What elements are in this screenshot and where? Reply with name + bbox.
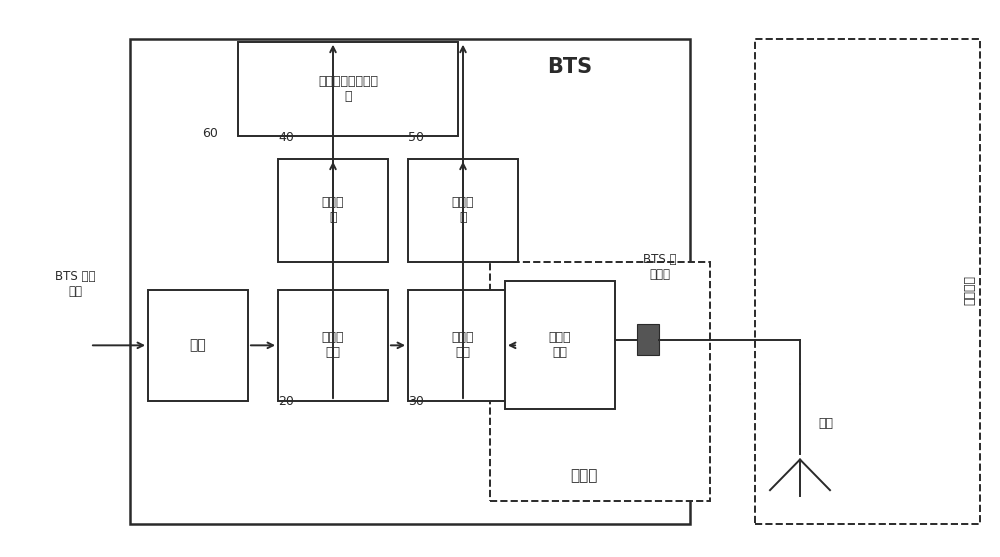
Text: 50: 50: [408, 131, 424, 144]
Bar: [408, 159, 518, 262]
Text: 前向耦
合器: 前向耦 合器: [322, 331, 344, 359]
Text: 20: 20: [278, 395, 294, 408]
Bar: [130, 39, 690, 524]
Bar: [278, 290, 388, 401]
Text: 功放: 功放: [190, 338, 206, 353]
Text: 天馈系统: 天馈系统: [964, 275, 976, 305]
Bar: [755, 39, 980, 524]
Bar: [278, 159, 388, 262]
Bar: [490, 262, 710, 501]
Text: 反向耦
合器: 反向耦 合器: [452, 331, 474, 359]
Text: 双工器: 双工器: [570, 468, 597, 483]
Text: BTS: BTS: [547, 57, 593, 77]
Text: 发射滤
波器: 发射滤 波器: [549, 331, 571, 359]
Text: 40: 40: [278, 131, 294, 144]
Text: 30: 30: [408, 395, 424, 408]
Bar: [408, 290, 518, 401]
Text: 检波信号处理与运
算: 检波信号处理与运 算: [318, 75, 378, 103]
Bar: [637, 324, 659, 355]
Bar: [505, 281, 615, 409]
Text: 前向检
波: 前向检 波: [322, 196, 344, 224]
Text: 天线: 天线: [818, 417, 833, 430]
Bar: [148, 290, 248, 401]
Text: BTS 下行
信号: BTS 下行 信号: [55, 270, 95, 298]
Text: BTS 天
线端口: BTS 天 线端口: [643, 253, 677, 281]
Bar: [238, 42, 458, 136]
Text: 反向检
波: 反向检 波: [452, 196, 474, 224]
Text: 60: 60: [202, 128, 218, 140]
